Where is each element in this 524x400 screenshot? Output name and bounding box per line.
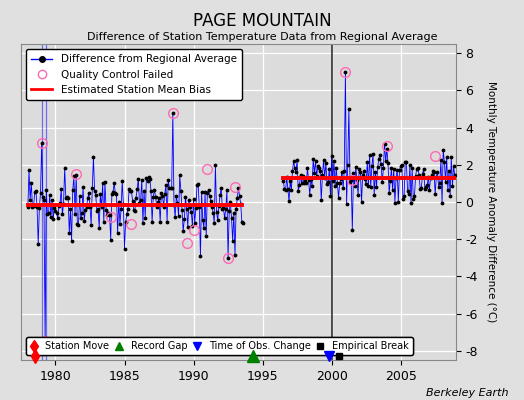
Text: Difference of Station Temperature Data from Regional Average: Difference of Station Temperature Data f… [87,32,437,42]
Legend: Station Move, Record Gap, Time of Obs. Change, Empirical Break: Station Move, Record Gap, Time of Obs. C… [26,337,412,355]
Text: PAGE MOUNTAIN: PAGE MOUNTAIN [193,12,331,30]
Y-axis label: Monthly Temperature Anomaly Difference (°C): Monthly Temperature Anomaly Difference (… [486,81,496,323]
Text: Berkeley Earth: Berkeley Earth [426,388,508,398]
